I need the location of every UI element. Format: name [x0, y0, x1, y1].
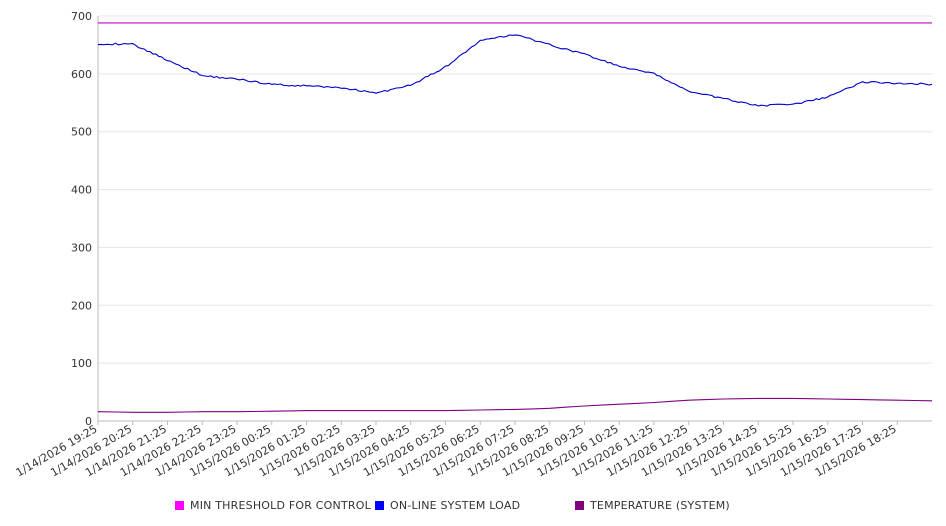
series-line-on-line-system-load [97, 34, 933, 107]
y-tick-label: 100 [71, 357, 92, 370]
y-tick-label: 300 [71, 241, 92, 254]
legend-label-temperature: TEMPERATURE (SYSTEM) [590, 499, 730, 512]
line-chart: 0 100 200 300 400 500 600 700 1/14/2026 19:251/… [14, 10, 933, 479]
y-tick-label: 500 [71, 126, 92, 139]
grid-lines [98, 15, 932, 364]
y-tick-label: 0 [85, 415, 92, 428]
legend-label-system-load: ON-LINE SYSTEM LOAD [390, 499, 521, 512]
series-line-temperature-system [97, 397, 933, 413]
y-tick-label: 600 [71, 68, 92, 81]
legend-item-min-threshold[interactable]: MIN THRESHOLD FOR CONTROL [175, 498, 371, 514]
legend: MIN THRESHOLD FOR CONTROL ON-LINE SYSTEM… [0, 498, 946, 514]
legend-swatch-temperature [575, 501, 584, 510]
legend-item-temperature[interactable]: TEMPERATURE (SYSTEM) [575, 498, 730, 514]
y-tick-label: 700 [71, 10, 92, 23]
legend-swatch-system-load [375, 501, 384, 510]
y-tick-label: 400 [71, 184, 92, 197]
y-axis-ticks: 0 100 200 300 400 500 600 700 [71, 10, 92, 428]
y-tick-label: 200 [71, 299, 92, 312]
legend-swatch-min-threshold [175, 501, 184, 510]
legend-item-system-load[interactable]: ON-LINE SYSTEM LOAD [375, 498, 520, 514]
series-lines [97, 22, 933, 413]
axes [97, 16, 932, 422]
x-axis-ticks: 1/14/2026 19:251/14/2026 20:251/14/2026 … [14, 421, 899, 479]
legend-label-min-threshold: MIN THRESHOLD FOR CONTROL [190, 499, 371, 512]
